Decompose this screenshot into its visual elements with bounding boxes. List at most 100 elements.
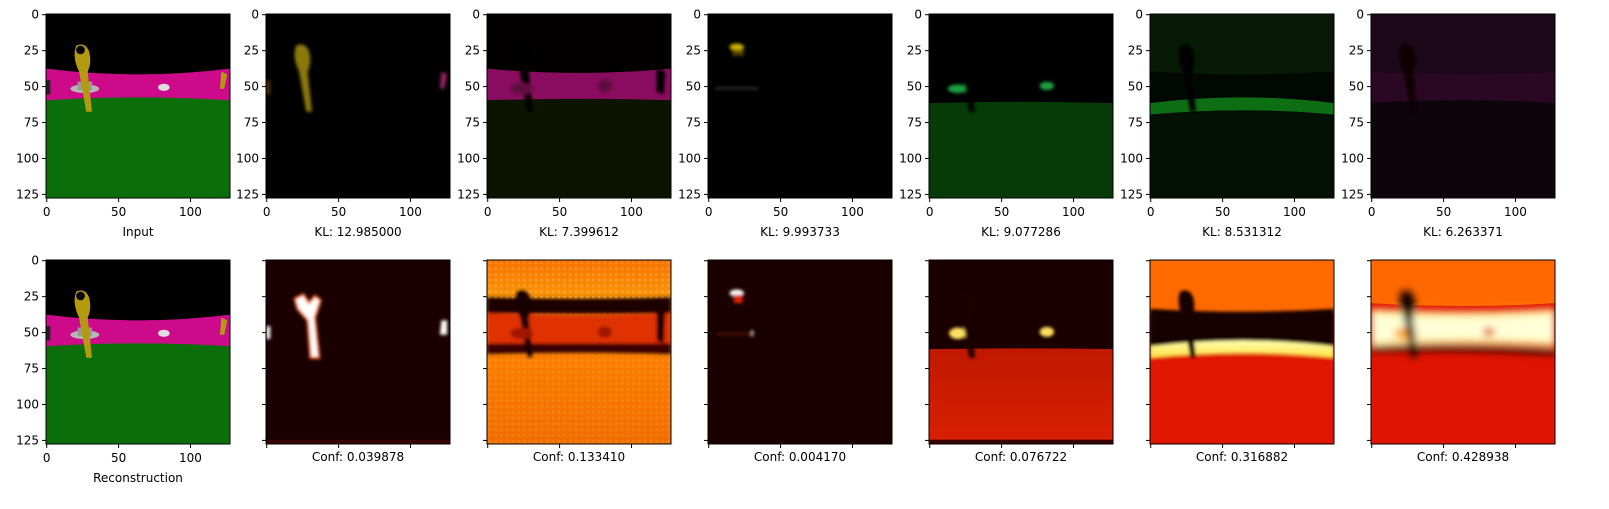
axes-frame — [486, 259, 672, 445]
y-tick-label: 125 — [1120, 187, 1143, 201]
bottom-panel-3: Conf: 0.004170 — [704, 259, 893, 464]
panel-image — [708, 260, 892, 444]
x-tick-label: 50 — [1215, 205, 1230, 219]
top-panel-6: 0 50 100 0 25 50 75 100 125 KL: 6.263371 — [1341, 8, 1556, 239]
top-panel-5: 0 50 100 0 25 50 75 100 125 KL: 8.531312 — [1120, 8, 1335, 239]
x-tick-label: 0 — [263, 205, 271, 219]
x-tick-label: 100 — [620, 205, 643, 219]
y-tick-label: 0 — [31, 8, 39, 22]
x-tick-label: 0 — [1368, 205, 1376, 219]
y-tick-label: 0 — [693, 8, 701, 22]
panel-caption: KL: 9.077286 — [981, 225, 1061, 239]
axes-frame — [1370, 13, 1556, 199]
x-tick-label: 0 — [43, 451, 51, 465]
panel-image — [46, 14, 230, 198]
panel-caption: Conf: 0.039878 — [312, 450, 404, 464]
y-tick-label: 50 — [24, 326, 39, 340]
y-tick-label: 100 — [678, 151, 701, 165]
panel-caption: Conf: 0.316882 — [1196, 450, 1288, 464]
y-tick-label: 100 — [899, 151, 922, 165]
y-tick-label: 0 — [31, 254, 39, 268]
bottom-panel-1: Conf: 0.039878 — [262, 259, 451, 464]
y-tick-label: 100 — [1120, 151, 1143, 165]
panel-caption: Conf: 0.133410 — [533, 450, 625, 464]
x-tick-label: 100 — [179, 451, 202, 465]
y-tick-label: 75 — [686, 116, 701, 130]
panel-image — [46, 260, 230, 444]
top-panel-3: 0 50 100 0 25 50 75 100 125 KL: 9.993733 — [678, 8, 893, 239]
top-panel-2: 0 50 100 0 25 50 75 100 125 KL: 7.399612 — [457, 8, 672, 239]
x-tick-label: 50 — [773, 205, 788, 219]
y-tick-label: 25 — [907, 44, 922, 58]
x-tick-label: 0 — [705, 205, 713, 219]
axes-frame — [486, 13, 672, 199]
y-tick-label: 125 — [678, 187, 701, 201]
axes-frame — [45, 13, 231, 199]
y-tick-label: 50 — [465, 80, 480, 94]
y-tick-label: 25 — [24, 290, 39, 304]
top-panel-0: 0 50 100 0 25 50 75 100 125 Input — [16, 8, 231, 239]
x-tick-label: 50 — [552, 205, 567, 219]
y-tick-label: 75 — [244, 116, 259, 130]
y-tick-label: 125 — [1341, 187, 1364, 201]
y-tick-label: 0 — [1356, 8, 1364, 22]
panel-caption: Conf: 0.004170 — [754, 450, 846, 464]
y-tick-label: 125 — [16, 433, 39, 447]
panel-image — [266, 14, 450, 198]
bottom-panel-2: Conf: 0.133410 — [483, 259, 672, 464]
bottom-panel-0: 0 50 100 0 25 50 75 100 125 Reconstruction — [16, 254, 231, 485]
axes-frame — [928, 13, 1114, 199]
y-tick-label: 75 — [907, 116, 922, 130]
y-tick-label: 50 — [244, 80, 259, 94]
x-tick-label: 50 — [994, 205, 1009, 219]
y-tick-label: 125 — [16, 187, 39, 201]
y-tick-label: 25 — [1128, 44, 1143, 58]
axes-frame — [1370, 259, 1556, 445]
y-tick-label: 100 — [16, 397, 39, 411]
y-tick-label: 75 — [465, 116, 480, 130]
top-panel-4: 0 50 100 0 25 50 75 100 125 KL: 9.077286 — [899, 8, 1114, 239]
panel-caption: Input — [122, 225, 153, 239]
y-tick-label: 50 — [24, 80, 39, 94]
y-tick-label: 25 — [465, 44, 480, 58]
y-tick-label: 125 — [457, 187, 480, 201]
axes-frame — [928, 259, 1114, 445]
panel-caption: Conf: 0.076722 — [975, 450, 1067, 464]
axes-frame — [1149, 13, 1335, 199]
x-tick-label: 50 — [111, 451, 126, 465]
y-tick-label: 25 — [244, 44, 259, 58]
y-tick-label: 75 — [24, 362, 39, 376]
bottom-panel-5: Conf: 0.316882 — [1146, 259, 1335, 464]
bottom-panel-4: Conf: 0.076722 — [925, 259, 1114, 464]
axes-frame — [707, 259, 893, 445]
x-tick-label: 100 — [1283, 205, 1306, 219]
y-tick-label: 25 — [1349, 44, 1364, 58]
y-tick-label: 125 — [899, 187, 922, 201]
x-tick-label: 0 — [926, 205, 934, 219]
panel-image — [266, 260, 450, 444]
panel-caption: KL: 9.993733 — [760, 225, 840, 239]
x-tick-label: 100 — [399, 205, 422, 219]
y-tick-label: 0 — [472, 8, 480, 22]
x-tick-label: 0 — [1147, 205, 1155, 219]
y-tick-label: 50 — [907, 80, 922, 94]
y-tick-label: 50 — [686, 80, 701, 94]
y-tick-label: 100 — [1341, 151, 1364, 165]
y-tick-label: 100 — [236, 151, 259, 165]
y-tick-label: 25 — [24, 44, 39, 58]
axes-frame — [1149, 259, 1335, 445]
panel-image — [487, 14, 671, 198]
panel-caption: KL: 12.985000 — [314, 225, 401, 239]
y-tick-label: 75 — [1128, 116, 1143, 130]
panel-image — [708, 14, 892, 198]
axes-frame — [265, 259, 451, 445]
panel-caption: Conf: 0.428938 — [1417, 450, 1509, 464]
panel-caption: Reconstruction — [93, 471, 183, 485]
panel-caption: KL: 6.263371 — [1423, 225, 1503, 239]
y-tick-label: 100 — [16, 151, 39, 165]
panel-image — [929, 260, 1113, 444]
y-tick-label: 75 — [24, 116, 39, 130]
y-tick-label: 50 — [1128, 80, 1143, 94]
x-tick-label: 100 — [179, 205, 202, 219]
